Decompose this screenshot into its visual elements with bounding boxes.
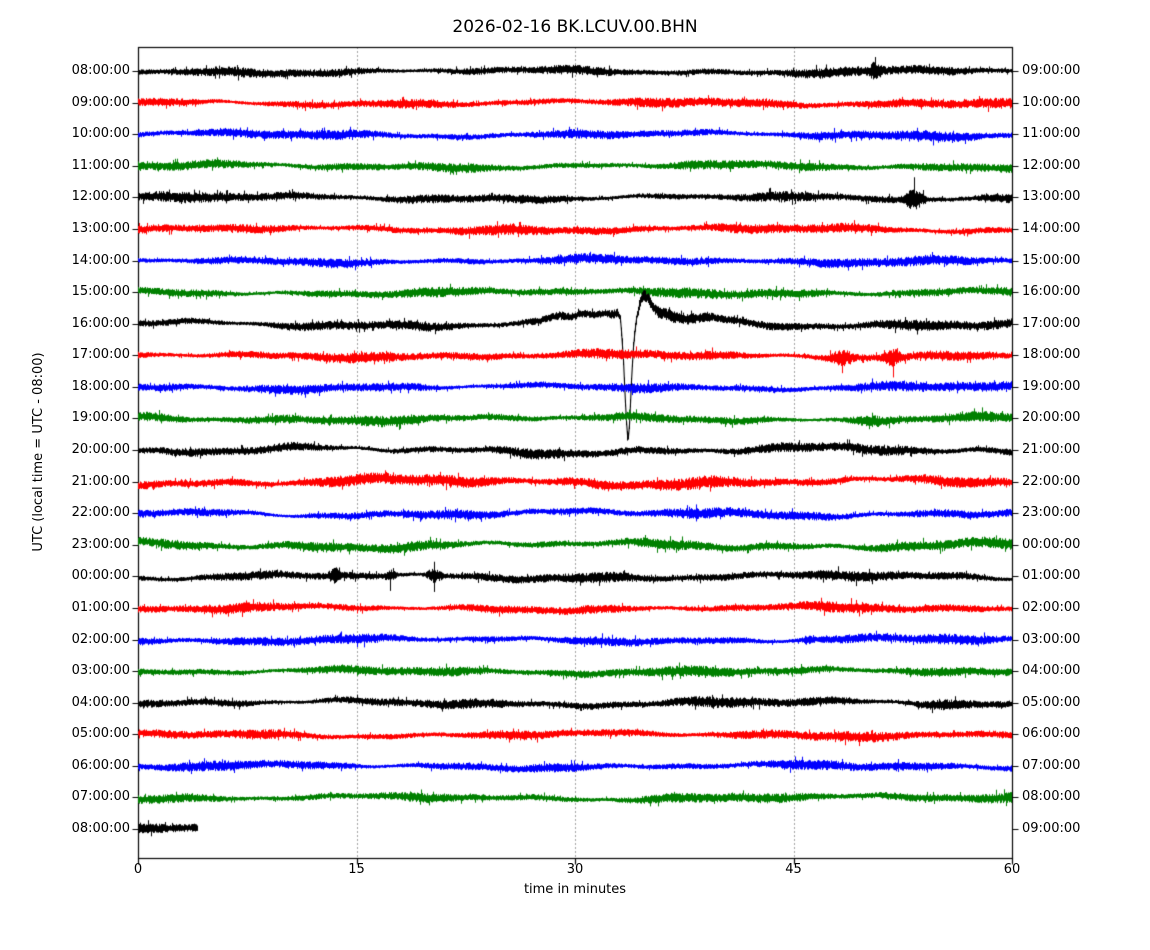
y-tick-label-utc: 10:00:00 (71, 126, 130, 142)
x-tick-label: 30 (566, 862, 584, 877)
y-tick-label-local: 23:00:00 (1022, 505, 1081, 521)
y-tick-label-local: 05:00:00 (1022, 694, 1081, 710)
y-tick-label-utc: 05:00:00 (71, 726, 130, 742)
y-tick-label-local: 09:00:00 (1022, 821, 1081, 836)
y-tick-label-local: 21:00:00 (1022, 442, 1081, 457)
y-tick-label-utc: 22:00:00 (71, 505, 130, 521)
y-tick-label-utc: 01:00:00 (71, 599, 130, 615)
y-tick-label-utc: 00:00:00 (71, 568, 130, 584)
y-tick-label-utc: 15:00:00 (71, 284, 130, 300)
y-tick-label-utc: 17:00:00 (71, 347, 130, 363)
y-tick-label-local: 11:00:00 (1022, 126, 1081, 142)
y-tick-label-utc: 08:00:00 (71, 63, 130, 78)
y-tick-label-local: 20:00:00 (1022, 410, 1081, 426)
y-tick-label-local: 15:00:00 (1022, 252, 1081, 268)
y-tick-label-local: 09:00:00 (1022, 63, 1081, 78)
y-tick-label-local: 17:00:00 (1022, 315, 1081, 331)
y-tick-label-utc: 07:00:00 (71, 789, 130, 805)
y-tick-label-local: 01:00:00 (1022, 568, 1081, 584)
x-tick-label: 15 (348, 862, 365, 877)
y-tick-label-utc: 16:00:00 (71, 315, 130, 331)
y-tick-label-utc: 18:00:00 (71, 378, 130, 394)
y-tick-label-utc: 21:00:00 (71, 473, 130, 489)
y-tick-label-local: 19:00:00 (1022, 378, 1081, 394)
y-tick-label-utc: 12:00:00 (71, 189, 130, 205)
x-tick-label: 0 (133, 862, 143, 877)
x-tick-label: 45 (785, 862, 802, 877)
y-tick-label-local: 00:00:00 (1022, 536, 1081, 552)
y-tick-label-local: 08:00:00 (1022, 789, 1081, 805)
y-tick-label-utc: 08:00:00 (71, 821, 130, 836)
y-tick-label-utc: 13:00:00 (71, 220, 130, 236)
y-tick-label-utc: 11:00:00 (71, 157, 130, 173)
y-tick-label-local: 22:00:00 (1022, 473, 1081, 489)
x-tick-label: 60 (1003, 862, 1021, 877)
y-tick-label-local: 10:00:00 (1022, 94, 1081, 110)
y-tick-label-utc: 04:00:00 (71, 694, 130, 710)
y-tick-label-local: 14:00:00 (1022, 220, 1081, 236)
y-tick-label-utc: 23:00:00 (71, 536, 130, 552)
y-tick-label-utc: 19:00:00 (71, 410, 130, 426)
y-tick-label-utc: 09:00:00 (71, 94, 130, 110)
y-tick-label-utc: 03:00:00 (71, 663, 130, 679)
y-tick-label-utc: 20:00:00 (71, 442, 130, 457)
y-tick-label-local: 03:00:00 (1022, 631, 1081, 647)
y-tick-label-utc: 14:00:00 (71, 252, 130, 268)
chart-title: 2026-02-16 BK.LCUV.00.BHN (452, 17, 698, 37)
x-axis-label: time in minutes (523, 882, 627, 897)
y-tick-label-local: 04:00:00 (1022, 663, 1081, 679)
y-tick-label-utc: 02:00:00 (71, 631, 130, 647)
y-tick-label-local: 07:00:00 (1022, 757, 1081, 773)
y-tick-label-local: 02:00:00 (1022, 599, 1081, 615)
y-tick-label-local: 06:00:00 (1022, 726, 1081, 742)
y-tick-label-utc: 06:00:00 (71, 757, 130, 773)
y-tick-label-local: 13:00:00 (1022, 189, 1081, 205)
y-tick-label-local: 12:00:00 (1022, 157, 1081, 173)
y-tick-label-local: 18:00:00 (1022, 347, 1081, 363)
y-tick-label-local: 16:00:00 (1022, 284, 1081, 300)
